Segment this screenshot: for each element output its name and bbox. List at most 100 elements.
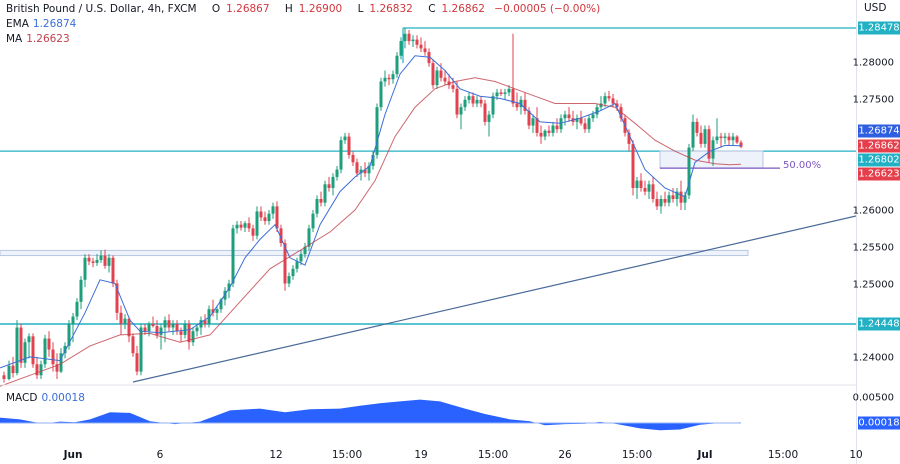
candle — [619, 107, 623, 119]
macd-legend[interactable]: MACD 0.00018 — [6, 392, 85, 404]
candle — [579, 118, 583, 124]
price-tick-label: 1.26000 — [852, 205, 894, 217]
candle — [419, 44, 423, 49]
candle — [295, 261, 299, 269]
trendline-line[interactable] — [132, 215, 856, 383]
candle — [711, 140, 715, 159]
candle — [531, 118, 535, 126]
candle — [515, 103, 519, 108]
ma-line — [0, 77, 742, 387]
candle — [279, 228, 283, 244]
candle — [195, 327, 199, 332]
candle — [355, 162, 359, 174]
ema-line — [0, 55, 742, 369]
candle — [675, 191, 679, 199]
time-tick-label: 26 — [558, 449, 572, 461]
candle — [507, 88, 511, 93]
time-tick-label: 15:00 — [621, 449, 653, 461]
price-tag: 1.26862 — [858, 139, 900, 153]
candle — [663, 198, 667, 203]
candle — [247, 223, 251, 229]
low-value: 1.26832 — [369, 3, 413, 15]
candle — [523, 99, 527, 111]
candle — [615, 103, 619, 108]
candle — [647, 184, 651, 192]
candle — [691, 121, 695, 148]
consolidation-zone — [0, 249, 749, 257]
candle — [19, 327, 23, 363]
zone-rect[interactable] — [0, 249, 749, 257]
candle — [639, 180, 643, 188]
candle — [35, 364, 39, 376]
candle — [155, 326, 159, 335]
ema-value: 1.26874 — [32, 18, 77, 30]
time-tick-label: 10 — [849, 449, 863, 461]
price-axis[interactable] — [856, 0, 900, 464]
candle — [551, 125, 555, 133]
candle — [367, 165, 371, 174]
price-chart[interactable] — [0, 0, 856, 464]
symbol-title[interactable]: British Pound / U.S. Dollar, 4h, FXCM — [6, 3, 197, 15]
price-tick-label: 1.25500 — [852, 242, 894, 254]
candle — [11, 365, 15, 374]
candle — [559, 118, 563, 130]
candle — [319, 198, 323, 203]
candle — [43, 338, 47, 365]
ema-label: EMA — [6, 18, 29, 30]
candle — [299, 254, 303, 262]
candle — [271, 206, 275, 214]
ema-legend[interactable]: EMA 1.26874 — [6, 17, 600, 32]
candle — [435, 70, 439, 86]
candle — [539, 132, 543, 137]
candle — [627, 132, 631, 144]
fib-50-label: 50.00% — [783, 160, 822, 171]
candle — [331, 176, 335, 188]
candle — [23, 342, 27, 363]
candle — [375, 107, 379, 155]
candle — [283, 243, 287, 284]
candle — [55, 364, 59, 372]
candle — [683, 195, 687, 203]
ma-legend[interactable]: MA 1.26623 — [6, 32, 600, 47]
candle — [311, 213, 315, 229]
candle — [487, 114, 491, 122]
ma-value: 1.26623 — [26, 33, 70, 45]
price-tick-label: 0.00500 — [852, 392, 894, 404]
high-value: 1.26900 — [298, 3, 343, 15]
candle — [595, 107, 599, 115]
candle — [91, 261, 95, 263]
candle — [139, 327, 143, 372]
currency-label[interactable]: USD — [864, 2, 887, 14]
candle — [471, 96, 475, 104]
candle — [251, 228, 255, 236]
candle — [219, 299, 223, 310]
candle — [379, 81, 383, 108]
candle — [383, 77, 387, 82]
candle — [115, 283, 119, 313]
candle — [423, 48, 427, 53]
time-tick-label: 12 — [269, 449, 283, 461]
candle — [591, 114, 595, 119]
ma-label: MA — [6, 33, 23, 45]
candle — [335, 169, 339, 177]
candle — [491, 96, 495, 115]
candle — [103, 255, 107, 266]
candle — [687, 147, 691, 196]
candle — [63, 345, 67, 354]
candle — [31, 336, 35, 365]
candle — [411, 39, 415, 42]
candle — [211, 309, 215, 313]
candle — [603, 96, 607, 104]
candle — [315, 198, 319, 214]
candle — [207, 309, 211, 324]
candle — [339, 140, 343, 170]
candle — [475, 99, 479, 104]
candle — [635, 180, 639, 188]
candle — [39, 364, 43, 376]
candle — [27, 336, 31, 343]
horizontal-levels — [0, 27, 856, 325]
candle — [415, 39, 419, 45]
candle — [703, 129, 707, 144]
candle — [467, 96, 471, 100]
candle — [431, 63, 435, 86]
